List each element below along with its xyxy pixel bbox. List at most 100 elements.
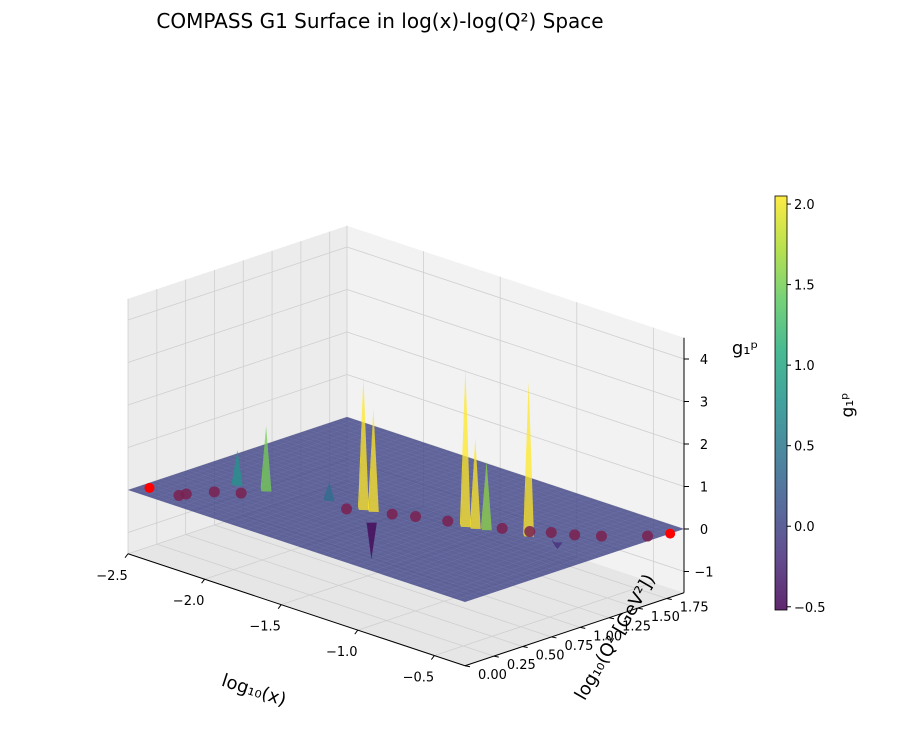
- y-tick-mark: [522, 646, 528, 649]
- surface-mesh-line: [188, 469, 526, 583]
- surface-mesh-line: [281, 438, 619, 552]
- surface-spike: [552, 542, 563, 550]
- colorbar-tick-label: 0.0: [794, 520, 815, 535]
- x-tick-label: −1.0: [326, 645, 358, 660]
- z-tick-label: 1: [700, 481, 708, 496]
- y-tick-mark: [551, 636, 557, 639]
- grid-line: [434, 582, 654, 656]
- surface-mesh-line: [237, 453, 575, 566]
- data-point: [341, 503, 353, 515]
- surface-mesh-line: [215, 460, 553, 573]
- x-tick-label: −0.5: [403, 671, 435, 686]
- chart-title: COMPASS G1 Surface in log(x)-log(Q²) Spa…: [156, 9, 604, 33]
- surface-spike: [358, 376, 369, 511]
- surface-mesh-line: [264, 444, 602, 557]
- colorbar-tick-label: 0.5: [794, 440, 815, 455]
- z-tick-label: 0: [700, 523, 708, 538]
- z-tick-label: −1: [694, 566, 713, 581]
- surface-mesh-line: [335, 420, 674, 533]
- surface-spike: [260, 426, 267, 492]
- colorbar-label: g₁ᵖ: [838, 393, 858, 418]
- surface-mesh-line: [149, 482, 487, 595]
- colorbar-gradient: [774, 195, 788, 611]
- surface-spike: [368, 408, 379, 512]
- surface-mesh-line: [204, 464, 542, 577]
- colorbar: −0.5 0.0 0.5 1.0 1.5 2.0 g₁ᵖ: [774, 195, 858, 616]
- surface-spike: [324, 482, 335, 502]
- x-tick-mark: [124, 553, 129, 559]
- grid-line: [156, 543, 494, 657]
- surface-mesh-line: [325, 424, 663, 537]
- surface-mesh-line: [138, 486, 477, 599]
- x-tick-label: −2.5: [96, 569, 128, 584]
- surface-spike: [460, 368, 471, 528]
- surface-spike: [460, 368, 466, 527]
- data-point: [642, 530, 654, 542]
- surface-spike: [232, 450, 238, 486]
- y-tick-label: 1.75: [680, 601, 709, 616]
- y-tick-mark: [666, 598, 672, 601]
- surface-mesh-line: [133, 487, 471, 601]
- y-tick-mark: [608, 617, 615, 620]
- data-point: [180, 488, 192, 500]
- data-point: [569, 529, 581, 541]
- grid-line: [127, 374, 348, 448]
- y-tick-label: 1.25: [622, 620, 651, 635]
- surface-mesh-line: [259, 446, 597, 559]
- grid-line: [127, 331, 348, 406]
- x-tick-mark: [354, 629, 359, 635]
- x-tick-label: −1.5: [249, 620, 281, 635]
- surface-mesh-line: [314, 427, 652, 541]
- axis-lines: [127, 337, 685, 667]
- y-tick-mark: [464, 665, 471, 668]
- data-point: [208, 486, 220, 498]
- surface-spike: [523, 381, 529, 537]
- surface-spike: [481, 460, 492, 531]
- grid-line: [127, 289, 348, 363]
- data-point: [235, 487, 247, 499]
- surface-mesh-line: [177, 473, 515, 586]
- surface-spike: [552, 538, 558, 550]
- surface-spike: [481, 460, 487, 531]
- y-tick-mark: [493, 655, 499, 658]
- highlight-point: [665, 528, 676, 539]
- surface-mesh-line: [144, 484, 482, 597]
- colorbar-tick-label: 1.0: [794, 359, 815, 374]
- z-tick-label: 2: [700, 438, 708, 453]
- y-tick-mark: [580, 626, 586, 629]
- surface-spike: [366, 522, 377, 560]
- surface-spike: [470, 437, 476, 529]
- data-point: [442, 515, 454, 527]
- data-point: [410, 511, 422, 523]
- grid-line: [127, 246, 348, 321]
- z-tick-label: 4: [700, 353, 708, 368]
- grid-line: [346, 331, 685, 445]
- data-point: [386, 508, 398, 520]
- y-axis-line: [464, 592, 685, 667]
- grid-line: [346, 289, 685, 402]
- surface-mesh-line: [341, 418, 679, 532]
- grid-line: [185, 534, 523, 647]
- colorbar-tick-label: −0.5: [794, 601, 826, 616]
- highlight-point: [144, 482, 155, 493]
- surface-mesh-line: [193, 467, 531, 581]
- grid-line: [346, 246, 685, 360]
- surface-mesh-line: [155, 480, 493, 594]
- surface-mesh-line: [242, 451, 581, 564]
- surface-spike: [524, 381, 534, 537]
- z-tick-label: 3: [700, 396, 708, 411]
- y-tick-label: 0.25: [507, 658, 536, 673]
- surface-mesh-line: [199, 466, 537, 579]
- x-tick-label: −2.0: [173, 594, 205, 609]
- x-axis-label: log₁₀(x): [219, 670, 289, 711]
- surface-spike: [261, 426, 272, 492]
- colorbar-tick-label: 2.0: [794, 198, 815, 213]
- surface-mesh-line: [231, 455, 570, 568]
- surface-spike: [368, 408, 374, 512]
- surface-spike: [470, 437, 481, 529]
- tick-labels: −2.5 −2.0 −1.5 −1.0 −0.5 0.000.250.500.751.00…: [96, 353, 713, 686]
- data-point: [545, 526, 557, 538]
- data-point: [524, 525, 536, 537]
- y-tick-label: 0.50: [536, 649, 565, 664]
